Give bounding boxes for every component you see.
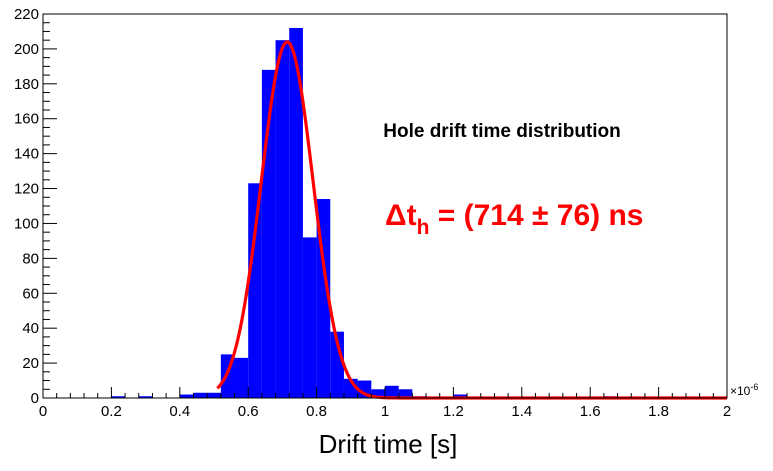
- histogram-bar: [179, 394, 194, 398]
- histogram-bar: [275, 40, 290, 398]
- x-tick-label: 0.4: [169, 403, 190, 420]
- y-tick-label: 40: [22, 320, 39, 337]
- y-tick-label: 20: [22, 355, 39, 372]
- annotation-fit-result: Δth = (714 ± 76) ns: [385, 199, 643, 239]
- y-tick-label: 180: [14, 76, 39, 93]
- x-tick-label: 1.4: [511, 403, 532, 420]
- x-axis-label: Drift time [s]: [319, 429, 458, 459]
- histogram-bar: [234, 357, 249, 398]
- y-tick-label: 160: [14, 111, 39, 128]
- histogram-bar: [453, 394, 468, 398]
- histogram-bar: [371, 389, 385, 398]
- x-tick-label: 0.6: [238, 403, 259, 420]
- y-tick-label: 0: [31, 390, 39, 407]
- histogram-bar: [398, 389, 413, 398]
- x-axis-exponent: ×10-6: [730, 382, 758, 398]
- x-tick-label: 1: [381, 403, 389, 420]
- histogram-bar: [289, 27, 303, 399]
- result-value: = (714 ± 76) ns: [429, 199, 643, 232]
- x-tick-label: 1.6: [580, 403, 601, 420]
- annotation-title: Hole drift time distribution: [383, 121, 621, 142]
- y-tick-label: 140: [14, 146, 39, 163]
- result-t: t: [407, 199, 417, 232]
- histogram-bar: [111, 396, 126, 398]
- x-tick-label: 1.8: [648, 403, 669, 420]
- y-tick-label: 80: [22, 250, 39, 267]
- x-tick-label: 0.2: [101, 403, 122, 420]
- histogram-bar: [193, 392, 208, 398]
- result-delta: Δ: [385, 199, 407, 232]
- y-tick-label: 120: [14, 181, 39, 198]
- histogram-bar: [248, 183, 262, 398]
- y-tick-label: 60: [22, 285, 39, 302]
- result-subscript: h: [417, 216, 430, 239]
- x-tick-label: 1.2: [443, 403, 464, 420]
- x-tick-label: 0: [39, 403, 47, 420]
- histogram-bar: [207, 392, 221, 398]
- y-axis-ticks: 0 20 40 60 80 100 120 140 160 180 200 220: [14, 6, 57, 407]
- x-axis-ticks: 0 0.2 0.4 0.6 0.8 1 1.2 1.4 1.6 1.8 2: [39, 387, 731, 420]
- histogram-bar: [302, 237, 317, 398]
- y-tick-label: 220: [14, 6, 39, 23]
- histogram-bar: [138, 396, 153, 398]
- y-tick-label: 100: [14, 215, 39, 232]
- x-tick-label: 2: [723, 403, 731, 420]
- histogram-bar: [385, 385, 399, 398]
- y-tick-label: 200: [14, 41, 39, 58]
- x-tick-label: 0.8: [306, 403, 327, 420]
- histogram-bar: [330, 331, 344, 398]
